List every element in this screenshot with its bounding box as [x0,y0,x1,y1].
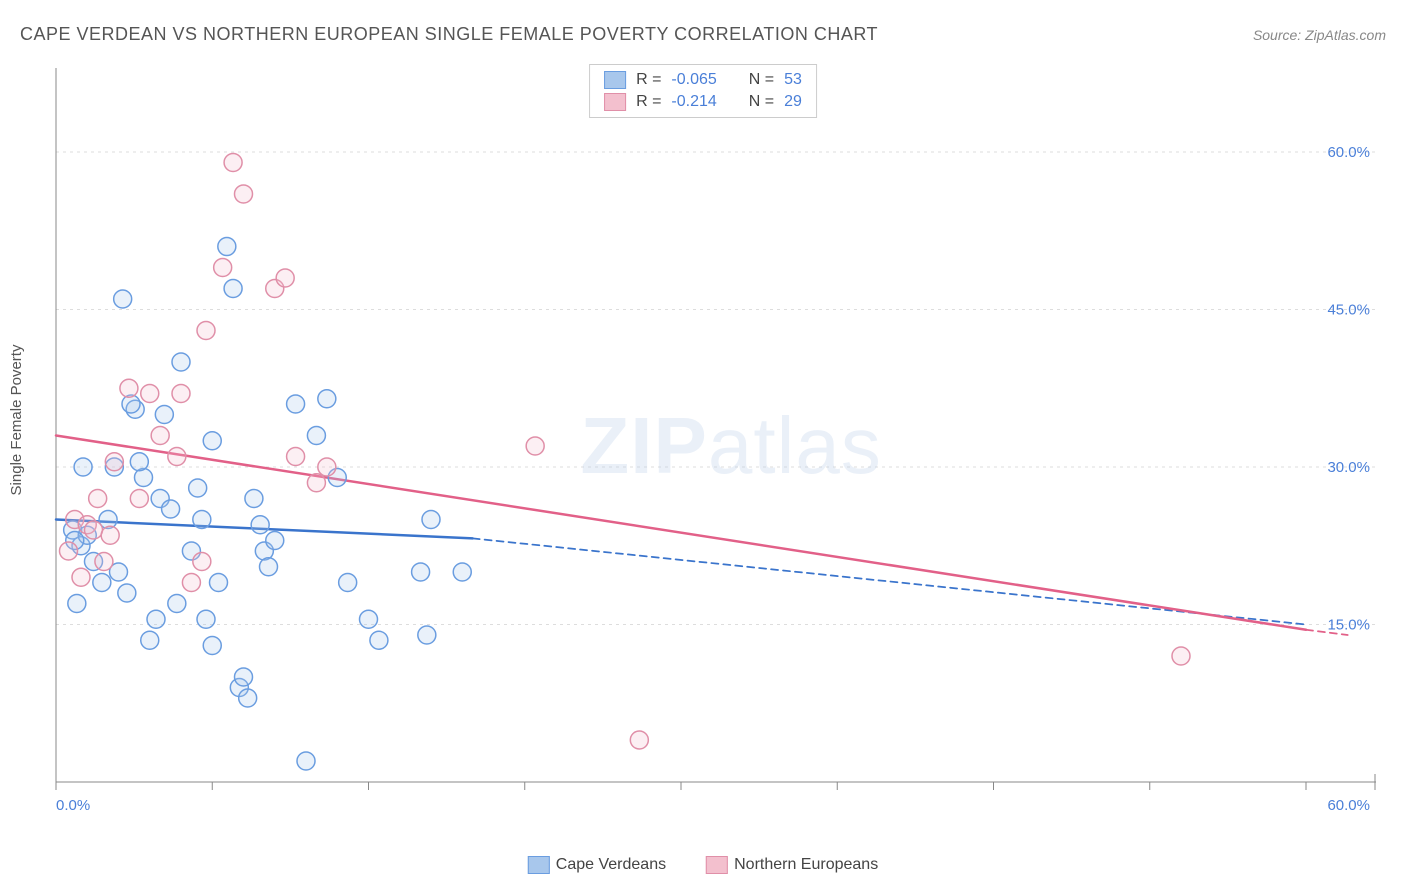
legend-item-1: Cape Verdeans [528,856,666,874]
svg-text:30.0%: 30.0% [1327,459,1370,476]
watermark-rest: atlas [708,401,882,490]
svg-text:45.0%: 45.0% [1327,302,1370,319]
header: CAPE VERDEAN VS NORTHERN EUROPEAN SINGLE… [20,24,1386,45]
r-label-2: R = [636,93,661,111]
legend-swatch-1 [528,856,550,874]
svg-text:60.0%: 60.0% [1327,144,1370,161]
y-axis-label: Single Female Poverty [8,345,25,496]
chart-title: CAPE VERDEAN VS NORTHERN EUROPEAN SINGLE… [20,24,878,45]
chart-container: CAPE VERDEAN VS NORTHERN EUROPEAN SINGLE… [0,0,1406,892]
r-label: R = [636,71,661,89]
svg-text:15.0%: 15.0% [1327,617,1370,634]
stats-swatch-2 [604,93,626,111]
n-value-2: 29 [784,93,802,111]
watermark: ZIPatlas [580,400,881,492]
r-value-1: -0.065 [671,71,716,89]
svg-text:60.0%: 60.0% [1327,797,1370,814]
n-label-2: N = [749,93,774,111]
legend-label-2: Northern Europeans [734,856,878,874]
legend-label-1: Cape Verdeans [556,856,666,874]
stats-legend: R = -0.065 N = 53 R = -0.214 N = 29 [589,64,817,118]
r-value-2: -0.214 [671,93,716,111]
stats-row-2: R = -0.214 N = 29 [604,91,802,113]
stats-swatch-1 [604,71,626,89]
bottom-legend: Cape Verdeans Northern Europeans [528,856,878,874]
watermark-bold: ZIP [580,401,707,490]
svg-text:0.0%: 0.0% [56,797,90,814]
source-label: Source: ZipAtlas.com [1253,27,1386,43]
legend-swatch-2 [706,856,728,874]
legend-item-2: Northern Europeans [706,856,878,874]
n-label: N = [749,71,774,89]
n-value-1: 53 [784,71,802,89]
stats-row-1: R = -0.065 N = 53 [604,69,802,91]
